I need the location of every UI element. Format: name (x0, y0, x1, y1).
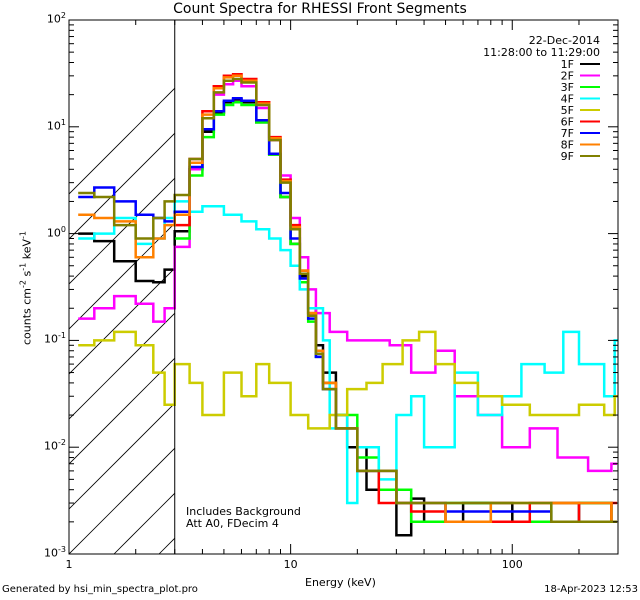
series-5F (78, 330, 618, 430)
y-tick-label: 102 (47, 11, 66, 26)
hatch-line (69, 87, 175, 195)
hatch-line (294, 20, 640, 554)
x-tick-label: 1 (65, 558, 73, 571)
generated-by-footer: Generated by hsi_min_spectra_plot.pro (2, 584, 198, 595)
y-tick-base: 10 (44, 439, 59, 453)
hatch-line (429, 20, 640, 554)
y-tick-label: 101 (47, 118, 66, 133)
y-tick-exponent: 1 (60, 117, 66, 127)
x-tick-label: 10 (283, 558, 298, 571)
y-label-end: keV (20, 238, 34, 263)
axis-ticks (68, 20, 619, 555)
y-label-exp1: -2 (18, 279, 28, 288)
time-range-annotation: 11:28:00 to 11:29:00 (483, 46, 600, 59)
hatch-line (69, 222, 175, 330)
legend-label-3F: 3F (561, 81, 574, 94)
legend-label-8F: 8F (561, 139, 574, 152)
legend-label-2F: 2F (561, 70, 574, 83)
y-tick-base: 10 (46, 119, 61, 133)
hatch-line (69, 267, 175, 375)
y-tick-label: 10-1 (44, 331, 66, 346)
hatch-line (69, 447, 175, 554)
y-tick-label: 100 (47, 225, 66, 240)
series-9F (78, 77, 617, 524)
legend-label-5F: 5F (561, 104, 574, 117)
hatch-line (474, 20, 640, 554)
hatch-line (204, 20, 640, 554)
legend-label-7F: 7F (561, 127, 574, 140)
legend-label-1F: 1F (561, 58, 574, 71)
x-tick-label: 100 (501, 558, 523, 571)
chart-title: Count Spectra for RHESSI Front Segments (173, 1, 467, 17)
y-tick-label: 10-2 (44, 438, 66, 453)
hatch-line (564, 20, 640, 554)
y-tick-exponent: -3 (58, 545, 66, 554)
y-tick-exponent: 0 (60, 224, 66, 234)
y-label-base: counts cm (20, 287, 34, 345)
timestamp-footer: 18-Apr-2023 12:53 (544, 584, 638, 595)
y-label-exp3: -1 (18, 231, 28, 239)
y-tick-base: 10 (44, 546, 59, 560)
attenuator-note: Att A0, FDecim 4 (186, 517, 279, 530)
hatch-line (69, 402, 175, 510)
legend-label-4F: 4F (561, 93, 574, 106)
background-note: Includes Background (186, 505, 301, 518)
hatch-line (339, 20, 640, 554)
y-tick-exponent: -2 (58, 438, 66, 448)
legend-label-9F: 9F (561, 150, 574, 163)
y-label-exp2: -1 (18, 262, 28, 271)
series-4F (78, 200, 618, 505)
plot-frame (68, 19, 619, 555)
hatch-line (69, 177, 175, 285)
x-axis-label: Energy (keV) (305, 576, 376, 589)
y-tick-exponent: -1 (58, 331, 66, 341)
y-tick-base: 10 (46, 226, 61, 240)
date-annotation: 22-Dec-2014 (528, 34, 600, 47)
hatch-line (519, 20, 640, 554)
y-label-mid: s (20, 270, 34, 280)
hatched-region (69, 20, 640, 554)
y-tick-base: 10 (44, 333, 59, 347)
y-tick-exponent: 2 (60, 11, 66, 20)
legend-label-6F: 6F (561, 116, 574, 129)
y-axis-label: counts cm-2 s-1 keV-1 (19, 231, 34, 345)
y-tick-label: 10-3 (44, 545, 66, 560)
hatch-line (384, 20, 640, 554)
y-tick-base: 10 (46, 12, 61, 26)
